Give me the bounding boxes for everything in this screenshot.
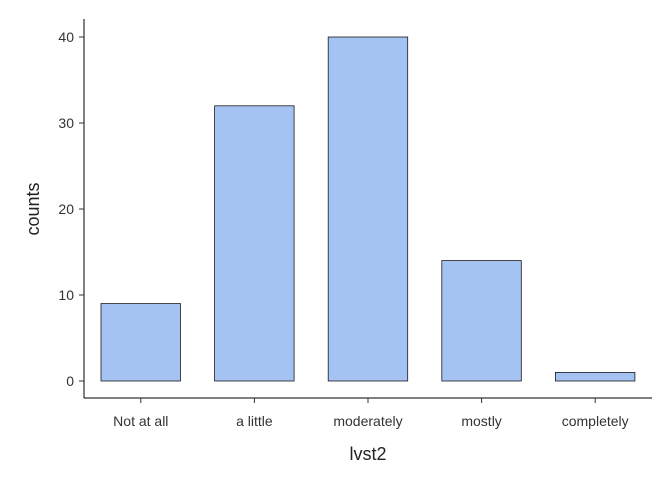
y-tick-label: 0 bbox=[66, 373, 74, 389]
bars-layer bbox=[100, 36, 636, 382]
x-ticks: Not at all a little moderately mostly comple… bbox=[113, 398, 629, 429]
y-tick-label: 30 bbox=[58, 115, 74, 131]
y-axis-title: counts bbox=[23, 182, 43, 235]
bar-not-at-all bbox=[100, 303, 181, 382]
x-tick-label: completely bbox=[562, 413, 629, 429]
y-tick-label: 20 bbox=[58, 201, 74, 217]
y-ticks: 0 10 20 30 40 bbox=[58, 29, 84, 389]
x-tick-label: mostly bbox=[461, 413, 501, 429]
x-axis-title: lvst2 bbox=[349, 444, 386, 464]
x-tick-label: moderately bbox=[333, 413, 402, 429]
x-tick-label: a little bbox=[236, 413, 273, 429]
bar-a-little bbox=[214, 105, 295, 382]
y-tick-label: 10 bbox=[58, 287, 74, 303]
bar-completely bbox=[555, 371, 636, 382]
bar-moderately bbox=[327, 36, 409, 382]
y-tick-label: 40 bbox=[58, 29, 74, 45]
x-tick-label: Not at all bbox=[113, 413, 168, 429]
bar-mostly bbox=[441, 260, 522, 382]
